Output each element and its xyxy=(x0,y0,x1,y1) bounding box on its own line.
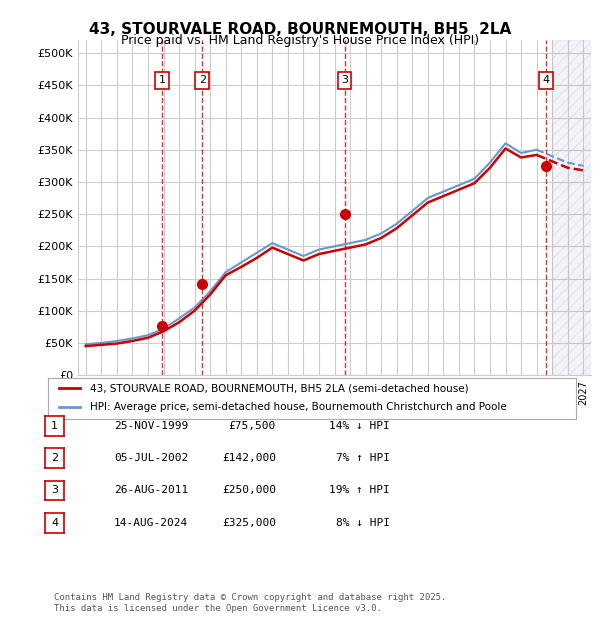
Text: 26-AUG-2011: 26-AUG-2011 xyxy=(114,485,188,495)
Text: 8% ↓ HPI: 8% ↓ HPI xyxy=(336,518,390,528)
Text: 14-AUG-2024: 14-AUG-2024 xyxy=(114,518,188,528)
Text: 05-JUL-2002: 05-JUL-2002 xyxy=(114,453,188,463)
Text: £325,000: £325,000 xyxy=(222,518,276,528)
Text: 3: 3 xyxy=(51,485,58,495)
Text: 14% ↓ HPI: 14% ↓ HPI xyxy=(329,421,390,431)
Text: 4: 4 xyxy=(51,518,58,528)
Text: Contains HM Land Registry data © Crown copyright and database right 2025.
This d: Contains HM Land Registry data © Crown c… xyxy=(54,593,446,613)
Text: 1: 1 xyxy=(51,421,58,431)
Text: 19% ↑ HPI: 19% ↑ HPI xyxy=(329,485,390,495)
Text: 3: 3 xyxy=(341,76,348,86)
Text: 2: 2 xyxy=(199,76,206,86)
Text: £75,500: £75,500 xyxy=(229,421,276,431)
Text: £250,000: £250,000 xyxy=(222,485,276,495)
Text: 25-NOV-1999: 25-NOV-1999 xyxy=(114,421,188,431)
Text: 1: 1 xyxy=(158,76,166,86)
Text: £142,000: £142,000 xyxy=(222,453,276,463)
Text: 7% ↑ HPI: 7% ↑ HPI xyxy=(336,453,390,463)
Bar xyxy=(552,40,591,375)
Text: 43, STOURVALE ROAD, BOURNEMOUTH, BH5  2LA: 43, STOURVALE ROAD, BOURNEMOUTH, BH5 2LA xyxy=(89,22,511,37)
Text: 2: 2 xyxy=(51,453,58,463)
Text: 43, STOURVALE ROAD, BOURNEMOUTH, BH5 2LA (semi-detached house): 43, STOURVALE ROAD, BOURNEMOUTH, BH5 2LA… xyxy=(90,383,469,393)
Text: Price paid vs. HM Land Registry's House Price Index (HPI): Price paid vs. HM Land Registry's House … xyxy=(121,34,479,47)
Text: HPI: Average price, semi-detached house, Bournemouth Christchurch and Poole: HPI: Average price, semi-detached house,… xyxy=(90,402,507,412)
Text: 4: 4 xyxy=(542,76,550,86)
